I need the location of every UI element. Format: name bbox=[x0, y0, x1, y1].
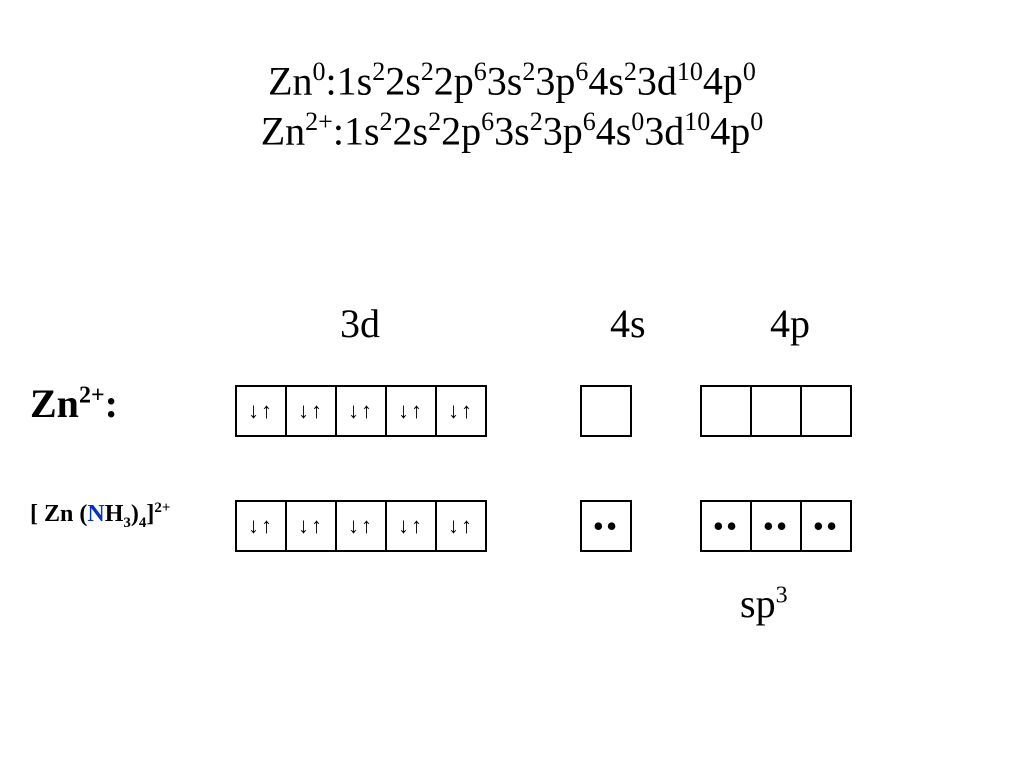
orbital-box: ↓↑ bbox=[235, 385, 287, 437]
hybridization-label: sp3 bbox=[740, 580, 788, 627]
orbital-boxes-ion-3d: ↓↑↓↑↓↑↓↑↓↑ bbox=[235, 385, 487, 437]
orbital-box: ↓↑ bbox=[335, 385, 387, 437]
orbital-box bbox=[800, 385, 852, 437]
electron-config-zn0: Zn0:1s22s22p63s23p64s23d104p0 bbox=[0, 55, 1024, 107]
orbital-box: ↓↑ bbox=[285, 500, 337, 552]
orbital-box: ↓↑ bbox=[385, 385, 437, 437]
orbital-header-4s: 4s bbox=[610, 300, 646, 347]
orbital-box: •• bbox=[750, 500, 802, 552]
orbital-box bbox=[750, 385, 802, 437]
row-label-zn2plus: Zn2+: bbox=[30, 380, 118, 427]
orbital-box bbox=[580, 385, 632, 437]
orbital-boxes-complex-4p: •••••• bbox=[700, 500, 852, 552]
orbital-box: •• bbox=[700, 500, 752, 552]
orbital-box: ↓↑ bbox=[335, 500, 387, 552]
orbital-box: ↓↑ bbox=[435, 500, 487, 552]
orbital-header-4p: 4p bbox=[770, 300, 810, 347]
orbital-box bbox=[700, 385, 752, 437]
orbital-box: •• bbox=[580, 500, 632, 552]
orbital-boxes-ion-4s bbox=[580, 385, 632, 437]
orbital-boxes-complex-4s: •• bbox=[580, 500, 632, 552]
orbital-box: ↓↑ bbox=[435, 385, 487, 437]
row-label-complex: [ Zn (NH3)4]2+ bbox=[30, 500, 170, 532]
electron-config-zn2plus: Zn2+:1s22s22p63s23p64s03d104p0 bbox=[0, 105, 1024, 157]
orbital-box: •• bbox=[800, 500, 852, 552]
orbital-boxes-complex-3d: ↓↑↓↑↓↑↓↑↓↑ bbox=[235, 500, 487, 552]
orbital-box: ↓↑ bbox=[235, 500, 287, 552]
orbital-header-3d: 3d bbox=[340, 300, 380, 347]
orbital-boxes-ion-4p bbox=[700, 385, 852, 437]
orbital-box: ↓↑ bbox=[385, 500, 437, 552]
orbital-box: ↓↑ bbox=[285, 385, 337, 437]
